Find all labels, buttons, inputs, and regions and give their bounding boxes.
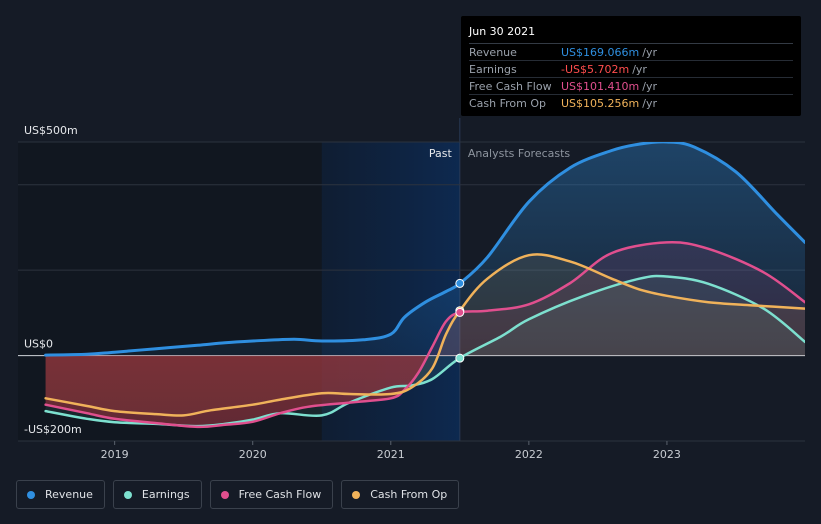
tooltip-series-unit: /yr bbox=[632, 63, 647, 76]
y-tick-label: US$0 bbox=[24, 338, 53, 351]
tooltip-series-value: US$105.256m bbox=[561, 97, 640, 110]
line-free-cash-flow bbox=[44, 241, 805, 429]
tooltip-series-name: Earnings bbox=[469, 63, 517, 76]
legend-item-cash-from-op[interactable]: Cash From Op bbox=[341, 480, 460, 509]
legend-label: Revenue bbox=[45, 488, 93, 501]
tooltip-row: Earnings -US$5.702m/yr bbox=[469, 61, 793, 78]
tooltip-panel: Jun 30 2021 Revenue US$169.066m/yr Earning… bbox=[461, 16, 801, 116]
tooltip-row: Cash From Op US$105.256m/yr bbox=[469, 95, 793, 112]
legend-item-earnings[interactable]: Earnings bbox=[112, 480, 202, 509]
marker-free-cash-flow bbox=[455, 307, 465, 317]
legend-label: Earnings bbox=[141, 488, 190, 501]
x-tick-label: 2020 bbox=[239, 448, 267, 461]
tooltip-row: Revenue US$169.066m/yr bbox=[469, 44, 793, 61]
y-tick-label: -US$200m bbox=[24, 423, 82, 436]
tooltip-series-unit: /yr bbox=[642, 97, 657, 110]
tooltip-series-value: -US$5.702m bbox=[561, 63, 630, 76]
legend: Revenue Earnings Free Cash Flow Cash From O… bbox=[16, 480, 460, 509]
negative-area bbox=[45, 355, 460, 427]
tooltip-series-value: US$169.066m bbox=[561, 46, 640, 59]
x-tick-label: 2023 bbox=[653, 448, 681, 461]
legend-label: Free Cash Flow bbox=[238, 488, 322, 501]
legend-dot-icon bbox=[352, 490, 361, 499]
tooltip-divider bbox=[469, 43, 793, 44]
y-tick-label: US$500m bbox=[24, 124, 78, 137]
legend-label: Cash From Op bbox=[370, 488, 448, 501]
legend-item-free-cash-flow[interactable]: Free Cash Flow bbox=[209, 480, 334, 509]
tooltip-series-unit: /yr bbox=[642, 46, 657, 59]
tooltip-series-value: US$101.410m bbox=[561, 80, 640, 93]
legend-dot-icon bbox=[220, 490, 229, 499]
marker-revenue bbox=[455, 278, 465, 288]
line-cash-from-op bbox=[44, 253, 805, 417]
x-tick-label: 2021 bbox=[377, 448, 405, 461]
past-label: Past bbox=[429, 147, 453, 160]
tooltip-rows: Revenue US$169.066m/yr Earnings -US$5.702m /… bbox=[469, 44, 793, 112]
legend-item-revenue[interactable]: Revenue bbox=[16, 480, 105, 509]
line-revenue bbox=[44, 142, 805, 357]
legend-dot-icon bbox=[123, 490, 132, 499]
forecast-label: Analysts Forecasts bbox=[468, 147, 571, 160]
legend-dot-icon bbox=[27, 490, 35, 499]
tooltip-series-unit: /yr bbox=[642, 80, 657, 93]
tooltip-row: Free Cash Flow US$101.410m/yr bbox=[469, 78, 793, 95]
tooltip-date: Jun 30 2021 bbox=[469, 25, 536, 38]
x-tick-label: 2022 bbox=[515, 448, 543, 461]
x-tick-label: 2019 bbox=[101, 448, 129, 461]
marker-earnings bbox=[455, 353, 465, 363]
area-revenue bbox=[45, 142, 805, 356]
tooltip-series-name: Revenue bbox=[469, 46, 517, 59]
tooltip-series-name: Free Cash Flow bbox=[469, 80, 552, 93]
chart-area: US$500m US$0 -US$200m 2019 2020 2021 2022 2023 P… bbox=[18, 118, 805, 461]
tooltip-series-name: Cash From Op bbox=[469, 97, 547, 110]
